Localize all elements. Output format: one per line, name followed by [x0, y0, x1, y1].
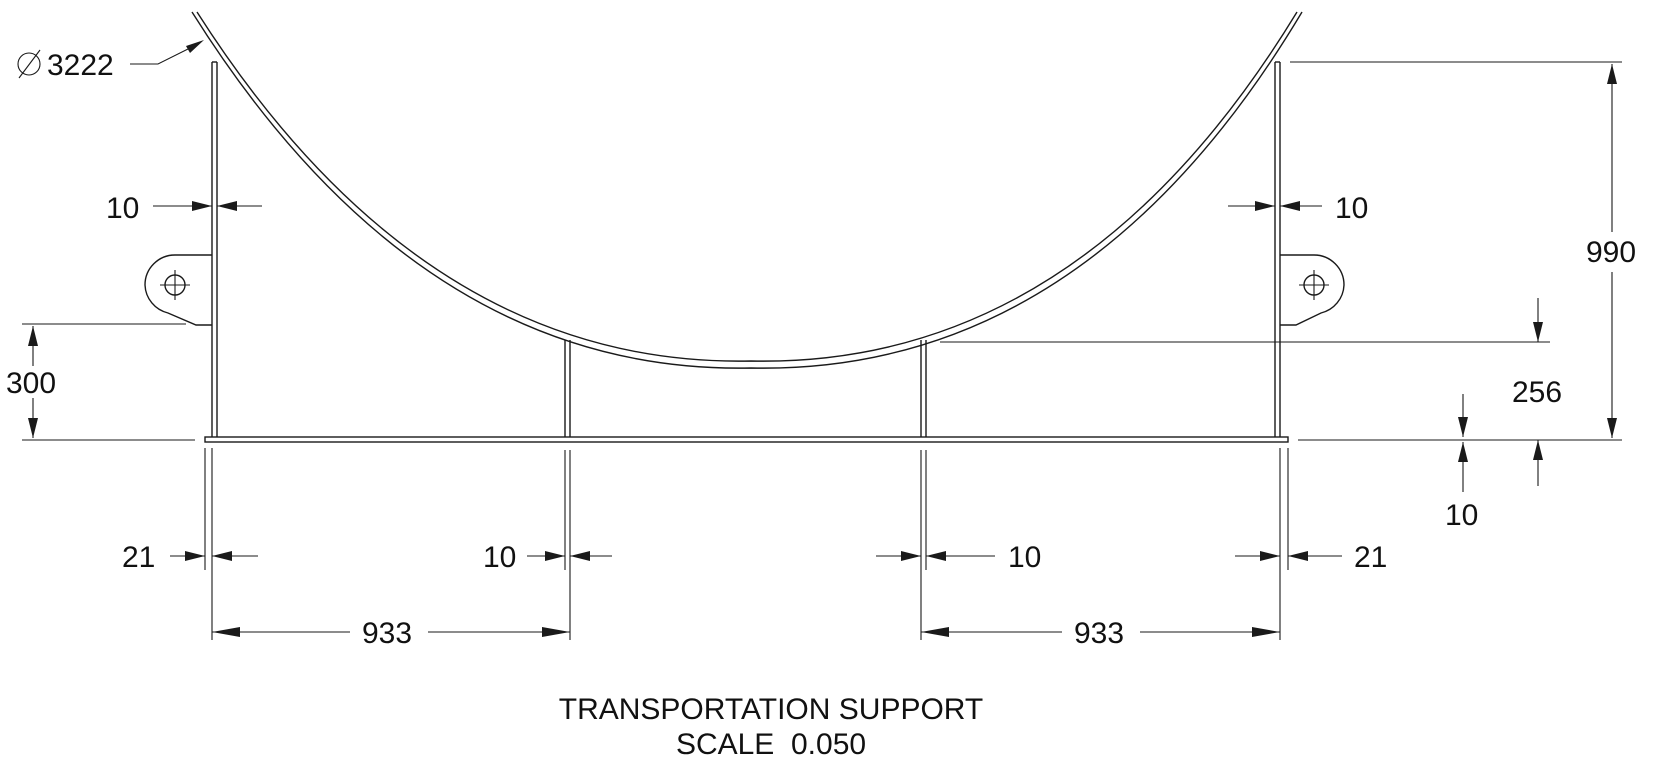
- inner-plate-right: [920, 340, 927, 437]
- inner-plate-right-thickness: 10: [876, 541, 1041, 574]
- lifting-lug-right: [1280, 254, 1345, 326]
- height-256-dimension: 256: [940, 298, 1562, 486]
- height-256-value: 256: [1512, 376, 1562, 409]
- height-300-value: 300: [6, 367, 56, 400]
- base-thickness-value: 10: [1445, 499, 1478, 532]
- outer-plate-left: [211, 61, 218, 437]
- diameter-value: 3222: [47, 49, 114, 82]
- extension-lines: [204, 448, 1289, 640]
- outer-plate-left-thickness: 10: [106, 192, 262, 225]
- spacing-left-dimension: 933: [212, 617, 570, 650]
- outer-plate-right-thickness: 10: [1228, 192, 1368, 225]
- drawing-scale: SCALE 0.050: [676, 728, 866, 761]
- inner-plate-left-value: 10: [483, 541, 516, 574]
- height-300-dimension: 300: [6, 323, 195, 441]
- inner-plate-left: [564, 340, 571, 437]
- diameter-icon: [17, 49, 41, 79]
- saddle-arc-inner: [196, 11, 1298, 362]
- base-plate: [204, 436, 1289, 443]
- height-990-dimension: 990: [1290, 61, 1644, 441]
- height-990-value: 990: [1586, 236, 1636, 269]
- spacing-right-value: 933: [1074, 617, 1124, 650]
- drawing-title: TRANSPORTATION SUPPORT: [559, 693, 984, 726]
- lifting-lug-left: [144, 254, 212, 326]
- spacing-left-value: 933: [362, 617, 412, 650]
- outer-plate-right-value: 10: [1335, 192, 1368, 225]
- outer-plate-right: [1274, 61, 1281, 437]
- outer-plate-left-value: 10: [106, 192, 139, 225]
- edge-left-dimension: 21: [122, 541, 258, 574]
- inner-plate-left-thickness: 10: [483, 541, 612, 574]
- spacing-right-dimension: 933: [921, 617, 1280, 650]
- inner-plate-right-value: 10: [1008, 541, 1041, 574]
- edge-right-dimension: 21: [1235, 541, 1387, 574]
- edge-left-value: 21: [122, 541, 155, 574]
- edge-right-value: 21: [1354, 541, 1387, 574]
- base-thickness-dimension: 10: [1445, 394, 1478, 532]
- saddle-arc-outer: [191, 11, 1303, 369]
- diameter-dimension: 3222: [17, 40, 204, 82]
